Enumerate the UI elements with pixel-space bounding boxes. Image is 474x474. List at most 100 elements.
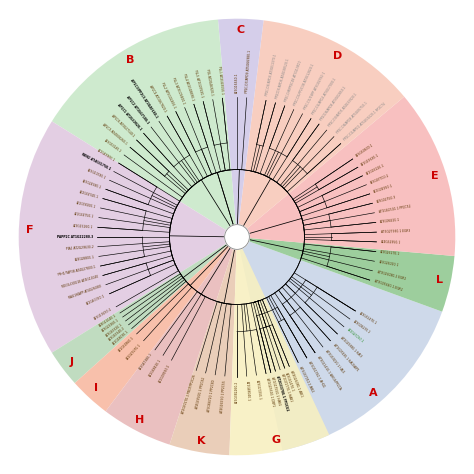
Text: AP2C1 AT2G30020.1: AP2C1 AT2G30020.1 <box>116 103 142 131</box>
Text: PLL1 AT2G43550.1: PLL1 AT2G43550.1 <box>217 65 224 94</box>
Wedge shape <box>237 97 456 256</box>
Text: AT2G29380.1 HAI3: AT2G29380.1 HAI3 <box>339 336 362 358</box>
Text: AT1G68410.1: AT1G68410.1 <box>148 358 163 377</box>
Text: PLL5 AT1G07630.1: PLL5 AT1G07630.1 <box>193 69 204 98</box>
Text: PP2C.D7/APD9 AT5G66980.1: PP2C.D7/APD9 AT5G66980.1 <box>245 50 252 93</box>
Text: PP2C.D6/APD3 AT3G51370.1: PP2C.D6/APD3 AT3G51370.1 <box>265 54 278 97</box>
Text: AT3G11410.1 AHG3/PP2CA: AT3G11410.1 AHG3/PP2CA <box>316 356 341 391</box>
Text: AT2G30170.1 PBCP/PP2C26: AT2G30170.1 PBCP/PP2C26 <box>181 374 197 414</box>
Text: PP2C.D1/APD1 AT5G59220.1 PP2C74: PP2C.D1/APD1 AT5G59220.1 PP2C74 <box>343 102 386 142</box>
Wedge shape <box>18 121 237 353</box>
Text: PAPP2C AT1G22280.3: PAPP2C AT1G22280.3 <box>57 235 93 239</box>
Text: AT1G62510.1 PP2C52: AT1G62510.1 PP2C52 <box>379 204 411 214</box>
Text: A: A <box>368 388 377 398</box>
Text: PP2CD5/APD6 AT4G38520.1: PP2CD5/APD6 AT4G38520.1 <box>275 58 290 99</box>
Text: AT5G27930.1 EGR3: AT5G27930.1 EGR3 <box>381 229 410 234</box>
Text: PLL2 AT5G02400.1: PLL2 AT5G02400.1 <box>160 81 176 109</box>
Wedge shape <box>229 237 329 456</box>
Wedge shape <box>106 237 237 445</box>
Wedge shape <box>237 237 442 450</box>
Text: J: J <box>70 356 73 366</box>
Text: B: B <box>126 55 135 64</box>
Text: AT4G11040.1: AT4G11040.1 <box>98 314 117 328</box>
Text: AT3G63320.1: AT3G63320.1 <box>105 322 123 337</box>
Wedge shape <box>52 237 237 383</box>
Text: AT3G51470.1: AT3G51470.1 <box>284 372 295 392</box>
Text: RDG5/DOG18 AT4G11040: RDG5/DOG18 AT4G11040 <box>61 275 99 289</box>
Text: PP2CD8/APD8 AT3G02850.1: PP2CD8/APD8 AT3G02850.1 <box>320 86 348 122</box>
Wedge shape <box>218 18 264 237</box>
Text: PLL3 AT3G09400.1: PLL3 AT3G09400.1 <box>171 76 185 104</box>
Text: AT5G53140.1: AT5G53140.1 <box>103 139 122 154</box>
Text: POL AT2G46920.1: POL AT2G46920.1 <box>205 68 214 95</box>
Text: AP2C4 AT1G67820.1: AP2C4 AT1G67820.1 <box>148 85 167 113</box>
Text: AT4G26080.1 ABI1: AT4G26080.1 ABI1 <box>289 370 303 397</box>
Text: AT5G07700.2: AT5G07700.2 <box>370 173 390 185</box>
Text: PP2C.D1/5SPP AT5G02760.1: PP2C.D1/5SPP AT5G02760.1 <box>303 72 326 111</box>
Text: AT4G16550.1 PP2C55: AT4G16550.1 PP2C55 <box>219 380 227 413</box>
Text: AT1G07430.1 HAI2/AIP1: AT1G07430.1 HAI2/AIP1 <box>332 343 359 372</box>
Text: AT5G10740.1: AT5G10740.1 <box>86 168 106 180</box>
Text: AT3G51470.1: AT3G51470.1 <box>358 311 377 326</box>
Text: E: E <box>431 172 439 182</box>
Text: PP2C.DM/PP2C48 AT3G13800: PP2C.DM/PP2C48 AT3G13800 <box>284 60 303 102</box>
Text: I: I <box>94 383 98 393</box>
Text: PP2C.D9/APD5 AT4G33920.1: PP2C.D9/APD5 AT4G33920.1 <box>328 92 359 128</box>
Text: H: H <box>135 415 145 425</box>
Text: AT1G34750.1: AT1G34750.1 <box>74 212 95 219</box>
Text: AT3G26270.1: AT3G26270.1 <box>380 250 401 256</box>
Text: AT1G16220.1: AT1G16220.1 <box>365 163 385 176</box>
Text: D: D <box>333 51 342 61</box>
Text: AT5G3B2260.2: AT5G3B2260.2 <box>235 381 239 403</box>
Wedge shape <box>75 237 237 411</box>
Text: AT3G15260.1: AT3G15260.1 <box>73 224 93 229</box>
Text: AT2G34740.1: AT2G34740.1 <box>79 190 99 199</box>
Wedge shape <box>52 19 237 237</box>
Text: AT5G66720.1 PP2C80: AT5G66720.1 PP2C80 <box>208 379 217 412</box>
Text: AT2G40090.1: AT2G40090.1 <box>86 294 106 306</box>
Circle shape <box>225 225 249 249</box>
Text: G: G <box>272 435 281 445</box>
Text: AT1G17550.1 HAB2: AT1G17550.1 HAB2 <box>270 376 281 406</box>
Text: AP2C3/PP2C5 AT2G40180.1: AP2C3/PP2C5 AT2G40180.1 <box>129 78 158 118</box>
Wedge shape <box>237 237 455 312</box>
Text: AT4G33500.1 PP2C62: AT4G33500.1 PP2C62 <box>195 377 207 410</box>
Text: AT4G28800.1: AT4G28800.1 <box>74 255 95 262</box>
Text: AT5G50630.1: AT5G50630.1 <box>356 143 374 158</box>
Text: AP2C2 AT1G07180.1: AP2C2 AT1G07180.1 <box>126 95 150 125</box>
Text: AT1G18030.1: AT1G18030.1 <box>112 330 129 346</box>
Text: L: L <box>436 275 443 285</box>
Text: C: C <box>237 25 245 35</box>
Text: AT3G17250.1: AT3G17250.1 <box>255 379 262 400</box>
Text: AT2G25620.1 DBP1: AT2G25620.1 DBP1 <box>265 377 275 407</box>
Text: AT5G59220.1 HAI1: AT5G59220.1 HAI1 <box>324 349 345 374</box>
Text: AT1G43900.1: AT1G43900.1 <box>97 148 116 163</box>
Text: AT3G02750.3: AT3G02750.3 <box>376 195 397 204</box>
Text: AT4G32950.1: AT4G32950.1 <box>381 240 401 245</box>
Text: AT5G16660.1: AT5G16660.1 <box>235 73 239 93</box>
Wedge shape <box>170 237 237 455</box>
Text: AT5G24940.1: AT5G24940.1 <box>82 179 102 190</box>
Text: PPH1/TAP38 AT4G27800.1: PPH1/TAP38 AT4G27800.1 <box>58 265 97 277</box>
Text: AT2G33700.1 PP2CG1: AT2G33700.1 PP2CG1 <box>275 375 289 411</box>
Text: PP2C.D2/APD2 AT3G17000.1: PP2C.D2/APD2 AT3G17000.1 <box>311 78 337 116</box>
Text: WIN2 AT4G31750.1: WIN2 AT4G31750.1 <box>80 152 111 171</box>
Text: AT1G47380.1: AT1G47380.1 <box>139 352 154 371</box>
Text: AP2C6 AT3G27140.1: AP2C6 AT3G27140.1 <box>110 114 135 138</box>
Text: AT5G19290.2: AT5G19290.2 <box>94 307 113 321</box>
Text: PIA1 AT2G29630.2: PIA1 AT2G29630.2 <box>65 245 93 251</box>
Text: AT3G06410.1: AT3G06410.1 <box>380 218 401 224</box>
Text: RAG1/KAPP AT4G26080: RAG1/KAPP AT4G26080 <box>68 284 102 300</box>
Text: AT1G78200.1: AT1G78200.1 <box>76 201 97 209</box>
Text: AT2G25070.1: AT2G25070.1 <box>126 343 142 360</box>
Text: AT3G63340.2: AT3G63340.2 <box>108 326 127 342</box>
Text: AT1G04990.1: AT1G04990.1 <box>374 184 394 194</box>
Text: AT3G23360.1: AT3G23360.1 <box>101 318 120 333</box>
Text: AT3G05640.1 EGR1: AT3G05640.1 EGR1 <box>374 280 402 292</box>
Text: PLL4 AT2G28890.1: PLL4 AT2G28890.1 <box>182 73 194 100</box>
Text: K: K <box>197 436 205 446</box>
Text: AT1G72770.1 HAB1: AT1G72770.1 HAB1 <box>280 374 292 402</box>
Text: AT1G09160.2: AT1G09160.2 <box>158 363 171 383</box>
Text: AT1G19630.1: AT1G19630.1 <box>361 153 380 167</box>
Text: AT3G06270.1: AT3G06270.1 <box>352 320 371 335</box>
